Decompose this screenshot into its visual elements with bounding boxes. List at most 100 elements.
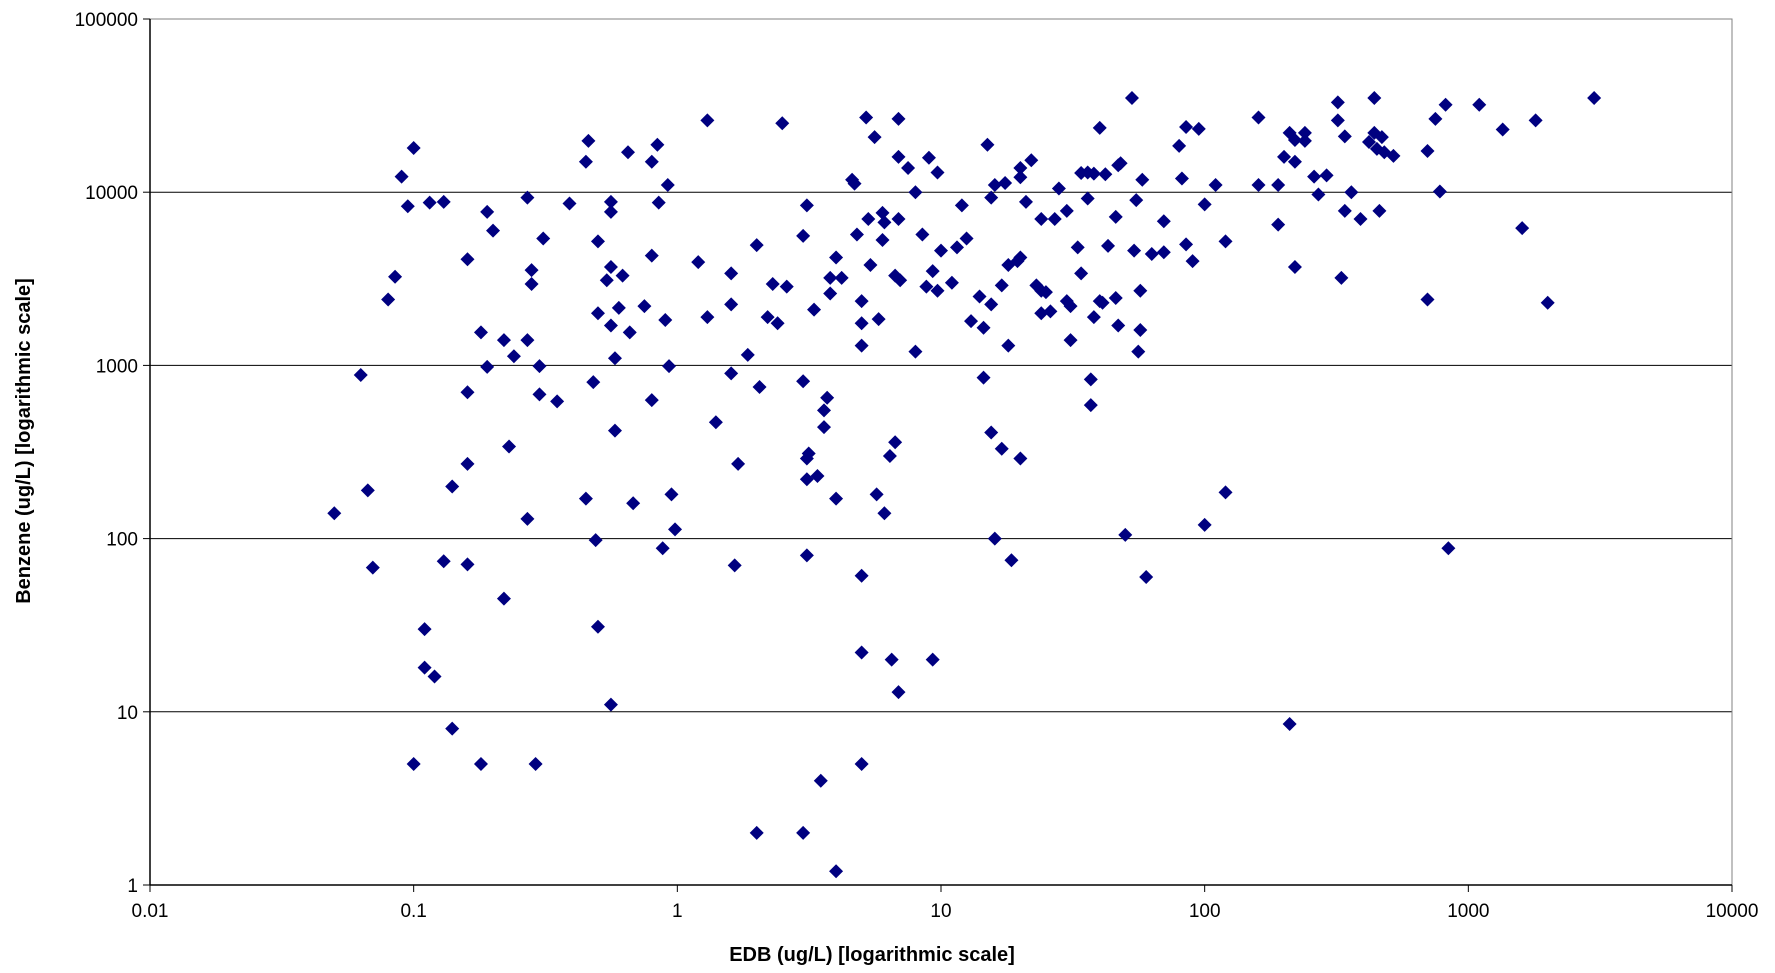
- data-point: [536, 231, 551, 246]
- data-point: [847, 176, 862, 191]
- data-point: [480, 204, 495, 219]
- data-point: [1428, 111, 1443, 126]
- data-point: [436, 554, 451, 569]
- data-point: [1095, 295, 1110, 310]
- data-point: [817, 420, 832, 435]
- data-point: [611, 300, 626, 315]
- data-point: [1086, 166, 1101, 181]
- data-point: [1438, 97, 1453, 112]
- data-point: [524, 277, 539, 292]
- x-tick-label: 10: [930, 901, 951, 922]
- data-point: [724, 366, 739, 381]
- data-point: [496, 333, 511, 348]
- data-point: [1133, 283, 1148, 298]
- data-point: [1185, 254, 1200, 269]
- data-point: [1330, 113, 1345, 128]
- data-point: [984, 425, 999, 440]
- data-point: [621, 145, 636, 160]
- data-point: [586, 375, 601, 390]
- data-point: [1111, 318, 1126, 333]
- data-point: [406, 756, 421, 771]
- data-point: [473, 756, 488, 771]
- data-point: [1330, 95, 1345, 110]
- data-point: [1287, 133, 1302, 148]
- data-point: [867, 130, 882, 145]
- data-point: [603, 259, 618, 274]
- data-point: [1113, 156, 1128, 171]
- data-point: [1074, 266, 1089, 281]
- x-tick-label: 1: [672, 901, 683, 922]
- data-point: [1118, 527, 1133, 542]
- data-point: [615, 268, 630, 283]
- data-point: [1127, 243, 1142, 258]
- data-point: [884, 652, 899, 667]
- data-point: [1337, 129, 1352, 144]
- data-point: [1287, 154, 1302, 169]
- y-tick-label: 10000: [85, 183, 138, 204]
- data-point: [1540, 295, 1555, 310]
- data-point: [622, 325, 637, 340]
- data-point: [740, 347, 755, 362]
- data-point: [901, 160, 916, 175]
- data-point: [590, 306, 605, 321]
- data-point: [998, 176, 1013, 191]
- data-point: [1038, 285, 1053, 300]
- data-point: [1197, 517, 1212, 532]
- data-point: [1441, 541, 1456, 556]
- data-point: [908, 344, 923, 359]
- data-point: [650, 137, 665, 152]
- data-point: [1287, 259, 1302, 274]
- data-point: [1080, 191, 1095, 206]
- data-point: [891, 149, 906, 164]
- data-point: [796, 374, 811, 389]
- data-point: [976, 320, 991, 335]
- data-point: [381, 292, 396, 307]
- data-point: [528, 756, 543, 771]
- data-point: [1528, 113, 1543, 128]
- data-point: [1432, 184, 1447, 199]
- data-point: [921, 150, 936, 165]
- data-point: [1179, 119, 1194, 134]
- data-point: [1124, 90, 1139, 105]
- data-point: [460, 385, 475, 400]
- data-point: [829, 250, 844, 265]
- data-point: [1098, 167, 1113, 182]
- data-point: [644, 248, 659, 263]
- data-point: [1131, 344, 1146, 359]
- data-point: [891, 111, 906, 126]
- data-point: [891, 685, 906, 700]
- data-point: [1174, 171, 1189, 186]
- data-point: [1047, 212, 1062, 227]
- data-point: [994, 278, 1009, 293]
- data-point: [1059, 203, 1074, 218]
- data-point: [655, 541, 670, 556]
- data-point: [1319, 168, 1334, 183]
- data-point: [724, 266, 739, 281]
- data-point: [520, 333, 535, 348]
- data-point: [854, 338, 869, 353]
- plot-frame: [149, 18, 1733, 886]
- data-point: [603, 318, 618, 333]
- data-point: [1051, 181, 1066, 196]
- data-point: [891, 212, 906, 227]
- data-point: [562, 196, 577, 211]
- data-point: [934, 243, 948, 258]
- data-point: [590, 619, 605, 634]
- data-point: [1083, 372, 1098, 387]
- data-point: [388, 269, 403, 284]
- data-point: [799, 472, 814, 487]
- data-point: [1063, 333, 1078, 348]
- data-point: [1179, 237, 1194, 252]
- data-point: [1133, 323, 1148, 338]
- data-point: [1101, 238, 1116, 253]
- data-point: [1013, 170, 1028, 185]
- data-point: [603, 204, 618, 219]
- data-point: [823, 286, 838, 301]
- plot-area-border: [149, 18, 1733, 886]
- data-point: [950, 240, 965, 255]
- data-point: [1001, 338, 1016, 353]
- data-point: [1197, 197, 1212, 212]
- data-point: [1070, 240, 1085, 255]
- data-point: [1587, 90, 1602, 105]
- data-point: [994, 441, 1009, 456]
